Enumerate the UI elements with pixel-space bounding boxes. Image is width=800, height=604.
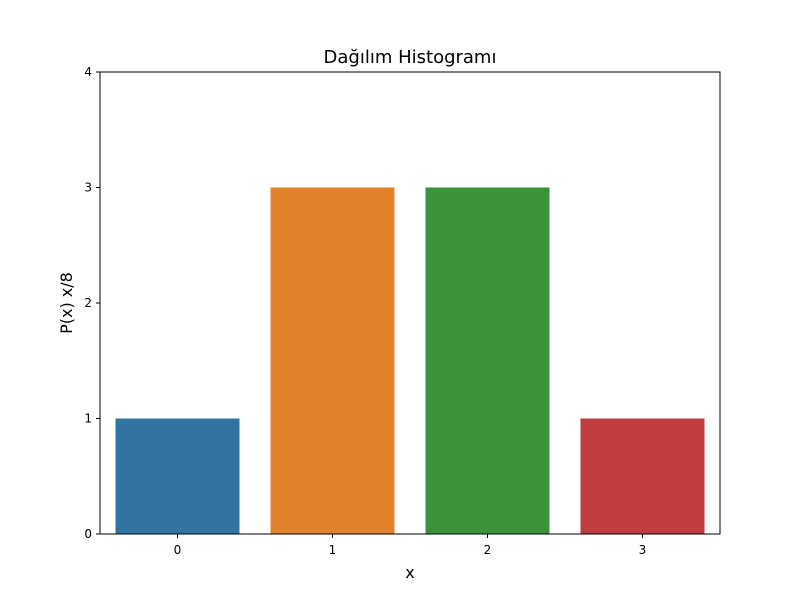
- y-axis-label: P(x) x/8: [57, 272, 76, 334]
- x-tick-label: 0: [174, 543, 182, 557]
- bar-1: [270, 187, 395, 534]
- bar-0: [115, 418, 240, 534]
- bar-3: [580, 418, 705, 534]
- x-tick-label: 3: [639, 543, 647, 557]
- y-tick-label: 3: [84, 181, 92, 195]
- y-tick-label: 0: [84, 527, 92, 541]
- bar-2: [425, 187, 550, 534]
- y-axis-ticks: 0 1 2 3 4: [84, 65, 100, 541]
- plot-frame: [99, 71, 721, 535]
- y-tick-label: 1: [84, 412, 92, 426]
- y-tick-label: 2: [84, 296, 92, 310]
- y-tick-label: 4: [84, 65, 92, 79]
- chart-title: Dağılım Histogramı: [324, 47, 497, 68]
- x-axis-label: x: [405, 563, 414, 582]
- x-axis-ticks: 0 1 2 3: [174, 534, 647, 557]
- x-tick-label: 1: [329, 543, 337, 557]
- x-tick-label: 2: [484, 543, 492, 557]
- bars-group: [115, 187, 705, 534]
